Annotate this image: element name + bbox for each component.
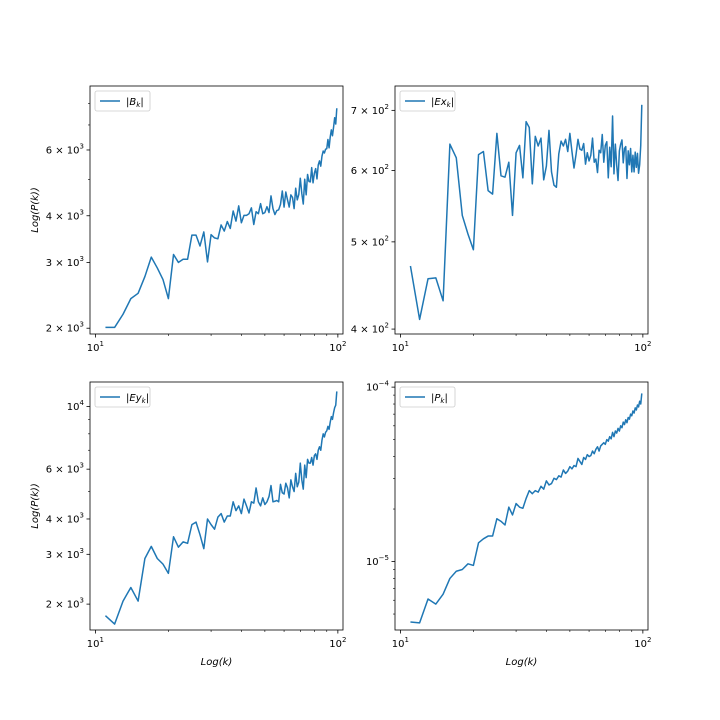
y-tick-label: 10−4 — [366, 380, 390, 394]
legend: |Eyk| — [94, 386, 151, 408]
legend-box — [94, 386, 151, 408]
legend-label: |Exk| — [431, 97, 454, 109]
y-tick-label: 4 × 103 — [46, 511, 84, 525]
y-tick-label: 4 × 102 — [351, 322, 389, 336]
axes-frame — [394, 85, 649, 335]
axes-frame — [89, 381, 344, 631]
legend-box — [94, 90, 151, 112]
y-axis-label: Log(P(k)) — [30, 187, 41, 232]
x-tick-label: 102 — [634, 636, 651, 650]
series-line — [105, 108, 338, 329]
legend-label: |Bk| — [126, 97, 144, 109]
series-line — [410, 393, 643, 624]
series-line — [104, 391, 338, 625]
x-axis-label: Log(k) — [506, 657, 538, 668]
x-tick-label: 102 — [329, 340, 346, 354]
legend: |Exk| — [399, 90, 456, 112]
y-tick-label: 3 × 103 — [46, 547, 84, 561]
y-tick-label: 2 × 103 — [46, 321, 84, 335]
x-tick-label: 101 — [392, 636, 409, 650]
subplot-1: 101 102 2 × 103 3 × 103 4 × 103 6 × 103 Log(P(… — [30, 85, 346, 354]
axes-frame — [89, 85, 344, 335]
y-tick-label: 6 × 103 — [46, 142, 84, 156]
x-tick-label: 102 — [329, 636, 346, 650]
y-tick-label: 3 × 103 — [46, 255, 84, 269]
subplot-2: 101 102 4 × 102 5 × 102 6 × 102 7 × 102 |Exk| — [351, 85, 651, 354]
x-tick-label: 101 — [392, 340, 409, 354]
series-line — [409, 104, 643, 321]
axes-frame — [394, 381, 649, 631]
y-tick-label: 6 × 103 — [46, 462, 84, 476]
legend-label: |Eyk| — [126, 393, 149, 405]
legend-label: |Pk| — [431, 393, 448, 405]
y-axis-label: Log(P(k)) — [30, 483, 41, 528]
x-tick-label: 101 — [87, 340, 104, 354]
legend-box — [399, 386, 456, 408]
y-tick-label: 104 — [67, 399, 85, 413]
x-tick-label: 102 — [634, 340, 651, 354]
y-tick-label: 2 × 103 — [46, 597, 84, 611]
y-tick-label: 6 × 102 — [351, 163, 389, 177]
x-tick-label: 101 — [87, 636, 104, 650]
subplot-4: 101 102 10−5 10−4 Log(k) |Pk| — [366, 380, 652, 668]
x-axis-label: Log(k) — [201, 657, 233, 668]
y-tick-label: 10−5 — [366, 554, 389, 568]
y-tick-label: 4 × 103 — [46, 208, 84, 222]
subplot-3: 101 102 2 × 103 3 × 103 4 × 103 6 × 103 104 Log… — [30, 381, 346, 668]
y-tick-label: 7 × 102 — [351, 103, 389, 117]
y-tick-label: 5 × 102 — [351, 234, 389, 248]
legend: |Bk| — [94, 90, 151, 112]
legend: |Pk| — [399, 386, 456, 408]
legend-box — [399, 90, 456, 112]
